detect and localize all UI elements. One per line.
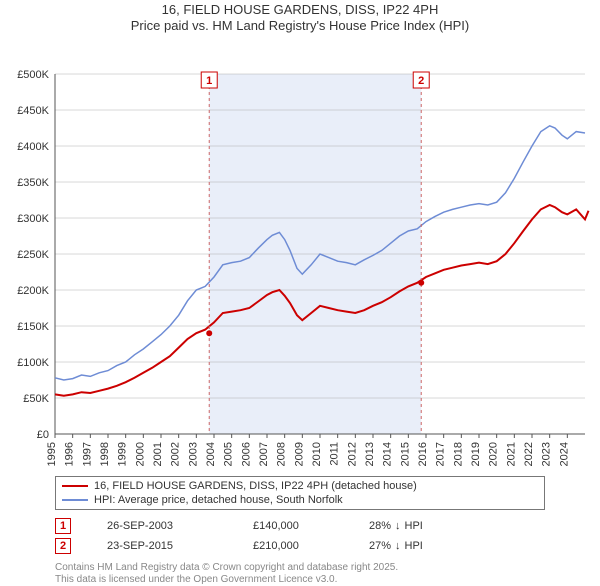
x-axis-year: 2009: [293, 442, 305, 466]
y-axis-label: £150K: [17, 321, 49, 333]
sale-diff-label: HPI: [405, 536, 423, 556]
sale-date: 23-SEP-2015: [107, 536, 217, 556]
legend-text: HPI: Average price, detached house, Sout…: [94, 493, 343, 507]
down-arrow-icon: ↓: [395, 536, 401, 556]
y-axis-label: £450K: [17, 105, 49, 117]
legend-row: 16, FIELD HOUSE GARDENS, DISS, IP22 4PH …: [62, 479, 538, 493]
x-axis-year: 2015: [399, 442, 411, 466]
legend-text: 16, FIELD HOUSE GARDENS, DISS, IP22 4PH …: [94, 479, 417, 493]
x-axis-year: 2005: [223, 442, 235, 466]
x-axis-year: 2017: [435, 442, 447, 466]
attribution-footer: Contains HM Land Registry data © Crown c…: [55, 562, 600, 586]
sale-marker-badge: 2: [55, 538, 71, 554]
sales-row: 1 26-SEP-2003 £140,000 28%↓HPI: [55, 516, 600, 536]
x-axis-year: 2016: [417, 442, 429, 466]
sale-diff-label: HPI: [405, 516, 423, 536]
footer-line-1: Contains HM Land Registry data © Crown c…: [55, 562, 600, 574]
y-axis-label: £350K: [17, 177, 49, 189]
sale-diff-pct: 28%: [369, 516, 391, 536]
x-axis-year: 2024: [558, 442, 570, 466]
legend: 16, FIELD HOUSE GARDENS, DISS, IP22 4PH …: [55, 476, 545, 510]
sale-diff: 28%↓HPI: [369, 516, 423, 536]
x-axis-year: 2012: [346, 442, 358, 466]
x-axis-year: 1999: [117, 442, 129, 466]
sale-price: £210,000: [253, 536, 333, 556]
x-axis-year: 2008: [276, 442, 288, 466]
x-axis-year: 1996: [64, 442, 76, 466]
title-line-2: Price paid vs. HM Land Registry's House …: [0, 18, 600, 34]
y-axis-label: £300K: [17, 213, 49, 225]
x-axis-year: 1998: [99, 442, 111, 466]
x-axis-year: 2014: [382, 442, 394, 466]
sale-marker-badge: 1: [55, 518, 71, 534]
x-axis-year: 2000: [134, 442, 146, 466]
chart-container: £0 £50K £100K £150K £200K £250K £300K £350K £400…: [0, 34, 600, 476]
x-axis-year: 1997: [81, 442, 93, 466]
sale-date: 26-SEP-2003: [107, 516, 217, 536]
x-axis-year: 2003: [187, 442, 199, 466]
x-axis-year: 1995: [46, 442, 58, 466]
sale-diff-pct: 27%: [369, 536, 391, 556]
y-axis-label: £200K: [17, 285, 49, 297]
sale-marker-dot: [418, 280, 424, 286]
sales-table: 1 26-SEP-2003 £140,000 28%↓HPI 2 23-SEP-2015 £…: [55, 516, 600, 556]
footer-line-2: This data is licensed under the Open Gov…: [55, 574, 600, 586]
sale-marker-label: 1: [206, 75, 212, 87]
x-axis-year: 2020: [488, 442, 500, 466]
x-axis-year: 2022: [523, 442, 535, 466]
sale-price: £140,000: [253, 516, 333, 536]
x-axis-year: 2007: [258, 442, 270, 466]
sale-marker-dot: [206, 330, 212, 336]
legend-swatch: [62, 485, 88, 487]
sale-marker-label: 2: [418, 75, 424, 87]
down-arrow-icon: ↓: [395, 516, 401, 536]
y-axis-label: £0: [37, 429, 49, 441]
legend-swatch: [62, 499, 88, 501]
y-axis-label: £50K: [23, 393, 49, 405]
legend-row: HPI: Average price, detached house, Sout…: [62, 493, 538, 507]
x-axis-year: 2010: [311, 442, 323, 466]
x-axis-year: 2021: [505, 442, 517, 466]
sale-diff: 27%↓HPI: [369, 536, 423, 556]
x-axis-year: 2013: [364, 442, 376, 466]
chart-title-block: 16, FIELD HOUSE GARDENS, DISS, IP22 4PH …: [0, 0, 600, 34]
y-axis-label: £500K: [17, 69, 49, 81]
price-chart: £0 £50K £100K £150K £200K £250K £300K £350K £400…: [0, 34, 600, 476]
x-axis-year: 2001: [152, 442, 164, 466]
x-axis-year: 2019: [470, 442, 482, 466]
x-axis-year: 2004: [205, 442, 217, 466]
title-line-1: 16, FIELD HOUSE GARDENS, DISS, IP22 4PH: [0, 2, 600, 18]
x-axis-year: 2023: [541, 442, 553, 466]
y-axis-label: £400K: [17, 141, 49, 153]
x-axis-year: 2006: [240, 442, 252, 466]
sales-row: 2 23-SEP-2015 £210,000 27%↓HPI: [55, 536, 600, 556]
y-axis-label: £250K: [17, 249, 49, 261]
y-axis-label: £100K: [17, 357, 49, 369]
x-axis-year: 2002: [170, 442, 182, 466]
x-axis-year: 2011: [329, 442, 341, 466]
x-axis-year: 2018: [452, 442, 464, 466]
